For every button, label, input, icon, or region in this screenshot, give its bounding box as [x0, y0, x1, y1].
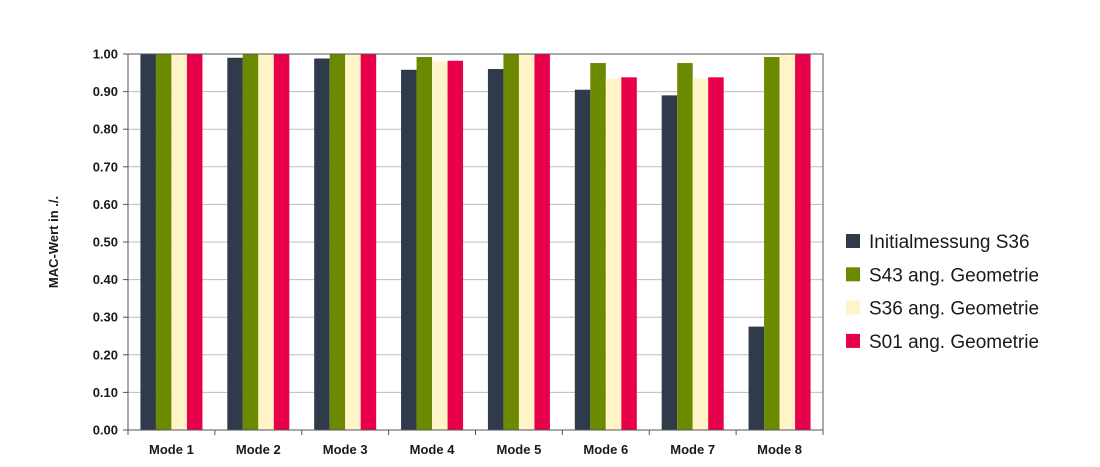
bar-s43-ang-geometrie-4 — [416, 57, 433, 431]
legend-label: S36 ang. Geometrie — [869, 299, 1039, 320]
legend-label: S01 ang. Geometrie — [869, 332, 1039, 353]
bar-s36-ang-geometrie-2 — [258, 54, 274, 430]
x-tick-label: Mode 6 — [583, 442, 628, 457]
x-axis: Mode 1 Mode 2 Mode 3 Mode 4 Mode 5 Mode 6 Mode… — [127, 430, 824, 457]
x-tick-label: Mode 5 — [497, 442, 542, 457]
bar-s01-ang-geometrie-7 — [708, 77, 724, 430]
y-tick-label: 0.10 — [93, 385, 118, 400]
y-tick-label: 0.40 — [93, 272, 118, 287]
bar-s01-ang-geometrie-6 — [621, 77, 637, 430]
bar-initialmessung-s36-5 — [487, 69, 504, 430]
y-tick-label: 0.80 — [93, 122, 118, 137]
bar-s43-ang-geometrie-1 — [155, 54, 172, 430]
bar-s01-ang-geometrie-8 — [795, 54, 811, 430]
legend-swatch — [846, 234, 860, 248]
x-tick-label: Mode 1 — [149, 442, 194, 457]
bar-s01-ang-geometrie-3 — [360, 54, 377, 430]
legend-swatch — [846, 333, 860, 348]
bar-s01-ang-geometrie-2 — [273, 54, 290, 430]
x-tick-label: Mode 2 — [236, 442, 281, 457]
bar-s43-ang-geometrie-2 — [242, 54, 259, 430]
bar-s43-ang-geometrie-6 — [590, 63, 606, 431]
bars — [140, 54, 811, 431]
bar-s43-ang-geometrie-5 — [503, 54, 519, 430]
x-tick-label: Mode 3 — [323, 442, 368, 457]
bar-s36-ang-geometrie-5 — [518, 54, 535, 430]
bar-s36-ang-geometrie-7 — [692, 78, 709, 430]
bar-s36-ang-geometrie-8 — [779, 54, 796, 430]
bar-s43-ang-geometrie-7 — [677, 63, 693, 431]
y-tick-label: 0.70 — [93, 159, 118, 174]
legend-swatch — [846, 267, 860, 282]
y-tick-label: 0.00 — [93, 423, 118, 438]
y-tick-label: 0.20 — [93, 347, 118, 362]
x-tick-label: Mode 8 — [757, 442, 802, 457]
bar-initialmessung-s36-4 — [401, 69, 417, 431]
y-tick-label: 0.50 — [93, 235, 118, 250]
bar-initialmessung-s36-6 — [574, 89, 591, 430]
bar-s01-ang-geometrie-4 — [447, 60, 464, 430]
bar-initialmessung-s36-8 — [748, 326, 765, 430]
x-tick-label: Mode 4 — [410, 442, 456, 457]
y-tick-label: 0.30 — [93, 310, 118, 325]
legend-label: Initialmessung S36 — [869, 232, 1030, 253]
legend: Initialmessung S36 S43 ang. Geometrie S36 … — [846, 232, 1039, 353]
y-axis: 0.00 0.10 0.20 0.30 0.40 0.50 0.60 0.70 0.80 0.90… — [93, 47, 128, 438]
bar-s36-ang-geometrie-1 — [171, 54, 187, 430]
bar-s36-ang-geometrie-6 — [605, 78, 622, 430]
x-tick-label: Mode 7 — [670, 442, 715, 457]
bar-initialmessung-s36-7 — [661, 95, 678, 431]
bar-s43-ang-geometrie-8 — [764, 57, 780, 431]
y-axis-title: MAC-Wert in ./. — [46, 196, 61, 288]
legend-label: S43 ang. Geometrie — [869, 265, 1039, 286]
legend-swatch — [846, 300, 860, 315]
bar-initialmessung-s36-2 — [227, 57, 243, 430]
bar-initialmessung-s36-1 — [140, 54, 156, 430]
bar-s36-ang-geometrie-4 — [432, 61, 448, 431]
y-tick-label: 0.90 — [93, 84, 118, 99]
bar-s43-ang-geometrie-3 — [329, 54, 346, 430]
y-tick-label: 1.00 — [93, 47, 118, 62]
y-tick-label: 0.60 — [93, 197, 118, 212]
bar-initialmessung-s36-3 — [314, 58, 330, 431]
bar-s01-ang-geometrie-1 — [186, 54, 203, 430]
bar-s01-ang-geometrie-5 — [534, 54, 550, 430]
bar-s36-ang-geometrie-3 — [345, 54, 361, 430]
